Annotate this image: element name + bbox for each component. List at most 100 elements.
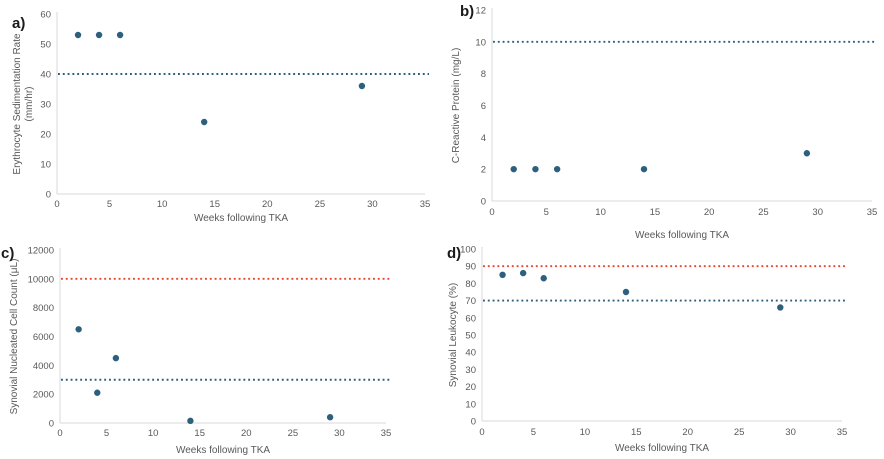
y-tick-label: 0 <box>46 190 51 201</box>
y-tick-label: 50 <box>465 331 476 342</box>
data-point <box>777 304 784 311</box>
y-tick-label: 100 <box>460 245 476 256</box>
y-tick-label: 30 <box>40 100 51 111</box>
x-tick-label: 25 <box>288 428 299 439</box>
y-tick-label: 20 <box>40 130 51 141</box>
y-tick-label: 8 <box>481 69 486 80</box>
data-point <box>510 165 517 173</box>
y-tick-label: 10 <box>40 160 51 171</box>
y-tick-label: 6000 <box>33 332 54 343</box>
y-tick-label: 90 <box>465 262 476 273</box>
y-tick-label: 6 <box>481 101 486 112</box>
x-tick-label: 10 <box>148 428 159 439</box>
y-tick-label: 80 <box>465 279 476 290</box>
data-point <box>187 417 194 425</box>
y-tick-label: 60 <box>465 313 476 324</box>
x-tick-label: 25 <box>315 199 326 210</box>
data-point <box>640 165 648 173</box>
y-tick-label: 12000 <box>28 246 54 257</box>
panel-letter: c) <box>1 245 14 262</box>
y-tick-label: 50 <box>40 40 51 51</box>
x-tick-label: 15 <box>194 428 205 439</box>
data-point <box>532 165 539 173</box>
chart-d-synovial-leukocyte-percent: 0 10 20 30 40 50 60 70 80 90 100 0 5 10 15 20 25 30 35 Week… <box>447 245 848 455</box>
x-tick-label: 25 <box>734 427 745 438</box>
data-point <box>95 31 103 39</box>
y-axis-title: (mm/hr) <box>24 87 35 122</box>
x-axis-title: Weeks following TKA <box>176 445 270 456</box>
x-tick-label: 5 <box>107 199 112 210</box>
y-axis-title: Synovial Nucleated Cell Count (μL) <box>9 259 20 415</box>
y-tick-label: 20 <box>465 382 476 393</box>
x-tick-label: 30 <box>812 207 823 218</box>
x-tick-label: 20 <box>682 427 693 438</box>
x-tick-label: 35 <box>420 199 431 210</box>
y-tick-label: 0 <box>471 417 476 428</box>
data-point <box>326 414 334 421</box>
y-tick-label: 60 <box>40 10 51 21</box>
x-tick-label: 35 <box>381 428 392 439</box>
x-tick-label: 5 <box>531 427 536 438</box>
panel-letter: a) <box>12 15 25 32</box>
y-axis-title: C-Reactive Protein (mg/L) <box>451 48 462 164</box>
x-tick-label: 10 <box>580 427 591 438</box>
x-tick-label: 15 <box>650 207 661 218</box>
y-tick-label: 10000 <box>28 274 54 285</box>
y-tick-label: 40 <box>465 348 476 359</box>
x-tick-label: 35 <box>867 207 878 218</box>
chart-a-erythrocyte-sedimentation-rate: 0 10 20 30 40 50 60 0 5 10 15 20 25 30 35 Weeks followi… <box>12 10 431 225</box>
panel-letter: d) <box>447 245 461 262</box>
x-tick-label: 10 <box>157 199 168 210</box>
y-axis-title: Synovial Leukocyte (%) <box>448 283 459 388</box>
data-point <box>622 288 630 296</box>
data-point <box>358 82 366 90</box>
x-axis-title: Weeks following TKA <box>615 443 709 454</box>
data-point <box>112 354 120 362</box>
x-tick-label: 20 <box>241 428 252 439</box>
y-tick-label: 2 <box>481 165 486 176</box>
y-axis-title: Erythrocyte Sedimentation Rate <box>12 33 23 175</box>
x-tick-label: 15 <box>631 427 642 438</box>
y-tick-label: 4 <box>481 133 486 144</box>
x-tick-label: 0 <box>489 207 494 218</box>
y-tick-label: 2000 <box>33 390 54 401</box>
x-tick-label: 35 <box>837 427 848 438</box>
x-tick-label: 30 <box>334 428 345 439</box>
panel-letter: b) <box>460 3 474 20</box>
x-tick-label: 10 <box>595 207 606 218</box>
x-tick-label: 20 <box>262 199 273 210</box>
x-axis-title: Weeks following TKA <box>635 230 729 241</box>
x-axis-title: Weeks following TKA <box>194 213 288 224</box>
y-tick-label: 0 <box>481 197 486 208</box>
y-tick-label: 0 <box>49 419 54 430</box>
chart-b-c-reactive-protein: 0 2 4 6 8 10 12 0 5 10 15 20 25 30 35 Weeks following T… <box>451 3 878 241</box>
data-point <box>75 326 82 333</box>
y-tick-label: 10 <box>465 399 476 410</box>
y-tick-label: 30 <box>465 365 476 376</box>
data-point <box>803 150 811 157</box>
data-point <box>540 275 547 282</box>
x-tick-label: 30 <box>367 199 378 210</box>
data-point <box>116 31 124 39</box>
x-tick-label: 0 <box>54 199 59 210</box>
y-tick-label: 70 <box>465 296 476 307</box>
x-tick-label: 5 <box>104 428 109 439</box>
chart-c-synovial-nucleated-cell-count: 0 2000 4000 6000 8000 10000 12000 0 5 10 15 20 25 30 3… <box>1 245 392 456</box>
y-tick-label: 4000 <box>33 361 54 372</box>
data-point <box>74 31 82 39</box>
x-tick-label: 15 <box>209 199 220 210</box>
data-point <box>201 118 208 126</box>
x-tick-label: 0 <box>479 427 484 438</box>
y-tick-label: 10 <box>475 37 486 48</box>
data-point <box>94 389 101 396</box>
x-tick-label: 25 <box>758 207 769 218</box>
x-tick-label: 20 <box>704 207 715 218</box>
data-point <box>553 165 561 173</box>
y-tick-label: 8000 <box>33 303 54 314</box>
data-point <box>499 271 506 278</box>
data-point <box>519 269 527 277</box>
x-tick-label: 30 <box>785 427 796 438</box>
x-tick-label: 5 <box>544 207 549 218</box>
y-tick-label: 12 <box>475 6 486 17</box>
